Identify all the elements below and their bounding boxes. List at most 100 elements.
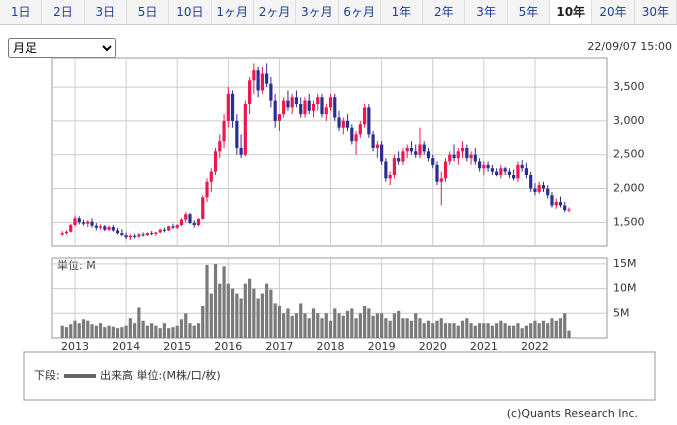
period-tab[interactable]: 1年: [381, 0, 424, 24]
candle-body: [60, 233, 64, 235]
candle-body: [554, 202, 558, 206]
volume-bar: [294, 313, 299, 338]
volume-bar: [380, 313, 384, 338]
candle-body: [550, 195, 554, 206]
volume-bar: [90, 324, 94, 338]
x-tick-label: 2017: [265, 340, 293, 353]
volume-bar: [158, 328, 162, 338]
candle-body: [328, 97, 333, 108]
volume-bar: [81, 319, 86, 338]
volume-bar: [239, 298, 243, 338]
period-select[interactable]: 月足: [8, 38, 116, 58]
volume-bar: [115, 328, 120, 338]
candle-body: [507, 171, 511, 175]
period-tab[interactable]: 3年: [465, 0, 508, 24]
price-frame: [51, 57, 608, 247]
period-tab[interactable]: 5日: [127, 0, 170, 24]
candle-body: [145, 233, 150, 236]
volume-bar: [469, 323, 473, 338]
period-tab[interactable]: 1日: [0, 0, 43, 24]
candle-body: [154, 232, 158, 234]
candle-body: [184, 214, 188, 220]
volume-bar: [550, 318, 554, 338]
candle-body: [567, 209, 571, 211]
legend-label: 出来高 単位:(M株/口/枚): [100, 368, 221, 382]
volume-bar: [162, 323, 167, 338]
candle-body: [111, 227, 115, 231]
volume-bar: [167, 328, 171, 338]
candle-body: [150, 233, 154, 235]
volume-bar: [230, 288, 235, 338]
volume-bar: [311, 308, 316, 338]
period-tab[interactable]: 3日: [85, 0, 127, 24]
volume-bar: [209, 293, 213, 338]
period-tab[interactable]: 3ヶ月: [296, 0, 339, 24]
candle-body: [162, 229, 167, 231]
candle-body: [69, 225, 73, 232]
candle-body: [94, 225, 98, 228]
period-tab[interactable]: 2年: [423, 0, 466, 24]
volume-bar: [405, 318, 409, 338]
volume-bar: [243, 283, 247, 338]
candle-body: [64, 231, 69, 234]
candle-body: [226, 93, 230, 121]
candle-body: [350, 127, 354, 142]
candle-body: [486, 164, 490, 169]
period-tab[interactable]: 5年: [508, 0, 551, 24]
volume-bar: [248, 278, 252, 338]
period-tab[interactable]: 6ヶ月: [339, 0, 381, 24]
x-tick-label: 2015: [163, 340, 191, 353]
volume-bar: [260, 293, 264, 338]
volume-bar: [286, 308, 290, 338]
period-tab[interactable]: 1ヶ月: [212, 0, 254, 24]
volume-bar: [333, 308, 337, 338]
volume-bar: [150, 323, 154, 338]
candle-body: [512, 174, 516, 179]
volume-bar: [303, 313, 307, 338]
volume-bar: [435, 320, 439, 338]
volume-bar: [154, 325, 158, 338]
candle-body: [337, 117, 341, 128]
period-tab[interactable]: 10年: [550, 0, 593, 24]
candle-body: [265, 73, 269, 84]
volume-bar: [218, 283, 222, 338]
volume-bar: [324, 313, 328, 338]
volume-bar: [439, 318, 443, 338]
volume-bar: [137, 307, 141, 338]
period-tab[interactable]: 2ヶ月: [254, 0, 297, 24]
candle-body: [282, 100, 286, 115]
volume-bar: [529, 323, 533, 338]
volume-unit: 単位: M: [57, 258, 96, 272]
volume-bar: [196, 323, 201, 338]
volume-bar: [269, 289, 273, 338]
x-tick-label: 2020: [419, 340, 447, 353]
volume-bar: [252, 288, 256, 338]
volume-bar: [124, 325, 128, 338]
y-tick-label: 15M: [613, 257, 637, 270]
volume-bar: [201, 305, 205, 338]
candle-body: [260, 73, 264, 91]
candle-body: [456, 151, 460, 159]
candle-body: [115, 230, 120, 234]
y-tick-label: 3,000: [613, 114, 645, 127]
candle-body: [294, 97, 299, 104]
period-tab[interactable]: 2日: [42, 0, 85, 24]
candle-body: [397, 158, 401, 162]
candle-body: [435, 164, 439, 182]
candle-body: [286, 100, 290, 108]
candle-body: [209, 171, 213, 182]
volume-bar: [533, 320, 537, 338]
volume-bar: [392, 313, 397, 338]
volume-bar: [128, 318, 132, 338]
volume-bar: [546, 323, 550, 338]
volume-bar: [350, 308, 354, 338]
volume-bar: [414, 313, 418, 338]
candle-body: [409, 147, 414, 152]
period-tab[interactable]: 30年: [635, 0, 677, 24]
candle-body: [137, 234, 141, 237]
period-tab[interactable]: 10日: [169, 0, 212, 24]
volume-bar: [465, 318, 469, 338]
period-tab[interactable]: 20年: [592, 0, 635, 24]
volume-bar: [77, 323, 81, 338]
